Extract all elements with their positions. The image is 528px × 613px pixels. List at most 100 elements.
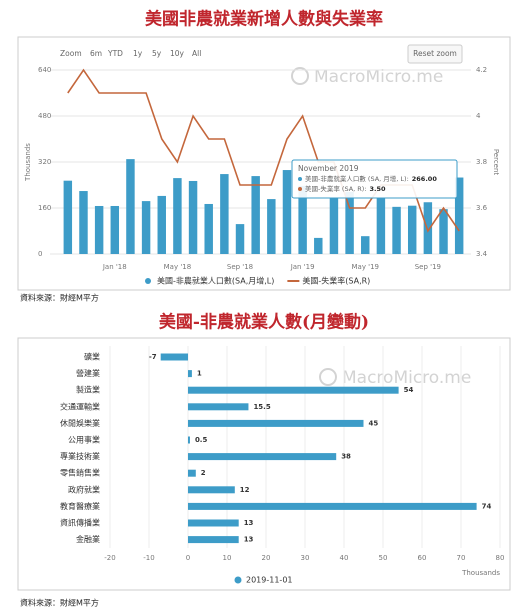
panel xyxy=(17,337,511,591)
y-tick-label: 480 xyxy=(38,112,51,120)
bar xyxy=(454,177,464,254)
y-axis-title: Thousands xyxy=(24,143,32,182)
legend-label: 2019-11-01 xyxy=(246,576,293,585)
x-tick-label: -20 xyxy=(104,554,115,562)
value-label: 38 xyxy=(341,453,351,461)
bar xyxy=(188,386,399,394)
x-tick-label: 0 xyxy=(186,554,190,562)
bar xyxy=(392,206,401,254)
x-tick-label: May '19 xyxy=(351,263,379,271)
reset-zoom-label[interactable]: Reset zoom xyxy=(413,49,457,58)
zoom-button[interactable]: 6m xyxy=(90,49,102,58)
value-label: 54 xyxy=(404,386,414,394)
y2-tick-label: 3.8 xyxy=(476,158,487,166)
y-tick-label: 交通運輸業 xyxy=(60,401,100,411)
y2-tick-label: 3.4 xyxy=(476,250,488,258)
bar xyxy=(79,191,88,254)
bar xyxy=(298,185,307,254)
bar xyxy=(188,180,198,254)
x-tick-label: May '18 xyxy=(164,263,192,271)
watermark: MacroMicro.me xyxy=(314,67,443,87)
tooltip-value: 266.00 xyxy=(412,175,438,183)
watermark-logo xyxy=(319,368,337,386)
y-tick-label: 礦業 xyxy=(84,352,100,362)
bar xyxy=(235,224,245,254)
zoom-button[interactable]: 10y xyxy=(170,49,185,58)
bar xyxy=(173,178,182,254)
bar xyxy=(188,486,235,494)
tooltip-title: November 2019 xyxy=(298,164,359,173)
bar xyxy=(423,202,433,254)
bar xyxy=(188,436,190,444)
value-label: 13 xyxy=(244,519,254,527)
bar xyxy=(188,453,337,461)
bar xyxy=(188,502,477,510)
x-tick-label: 30 xyxy=(301,554,310,562)
value-label: 0.5 xyxy=(195,436,208,444)
x-tick-label: Jan '19 xyxy=(290,263,315,271)
y-tick-label: 政府就業 xyxy=(68,484,100,494)
y-tick-label: 640 xyxy=(38,66,51,74)
bar xyxy=(345,191,354,254)
x-tick-label: -10 xyxy=(143,554,154,562)
bar xyxy=(188,519,239,527)
value-label: -7 xyxy=(149,353,157,361)
x-tick-label: Jan '18 xyxy=(102,263,127,271)
source: 資料來源：財經M平方 xyxy=(20,293,99,303)
chart-title: 美國-非農就業人數(月變動) xyxy=(159,312,369,333)
bar xyxy=(251,176,260,254)
x-tick-label: 60 xyxy=(418,554,427,562)
zoom-button[interactable]: YTD xyxy=(107,49,123,58)
legend-marker xyxy=(234,576,242,584)
bar xyxy=(282,170,292,254)
y-tick-label: 製造業 xyxy=(76,385,100,395)
bar xyxy=(361,236,370,254)
bar xyxy=(188,403,249,411)
legend-label: 美國-非農就業人口數(SA,月增,L) xyxy=(157,276,274,286)
reset-zoom-button[interactable] xyxy=(407,44,463,64)
zoom-button[interactable]: 5y xyxy=(152,49,162,58)
bar xyxy=(204,203,213,254)
tooltip-label: 美國-非農就業人口數 (SA, 月增, L): xyxy=(305,174,409,183)
bar xyxy=(188,469,196,477)
x-tick-label: 80 xyxy=(496,554,505,562)
value-label: 45 xyxy=(369,419,379,427)
bar xyxy=(141,201,151,254)
tooltip-marker xyxy=(298,187,302,191)
tooltip-label: 美國-失業率 (SA, R): xyxy=(305,184,367,193)
y-tick-label: 資訊傳播業 xyxy=(60,518,100,528)
y2-axis-title: Percent xyxy=(492,149,500,176)
legend-marker xyxy=(145,278,151,284)
bar xyxy=(94,205,104,254)
y2-tick-label: 4.2 xyxy=(476,66,487,74)
x-tick-label: 20 xyxy=(262,554,271,562)
y-tick-label: 教育醫療業 xyxy=(60,501,100,511)
bar xyxy=(63,180,73,254)
y-tick-label: 公用事業 xyxy=(68,435,100,445)
legend-label: 美國-失業率(SA,R) xyxy=(302,276,370,286)
value-label: 1 xyxy=(197,370,202,378)
x-tick-label: 10 xyxy=(223,554,232,562)
bar xyxy=(160,353,188,361)
bar xyxy=(329,197,339,254)
y2-tick-label: 4 xyxy=(476,112,481,120)
x-tick-label: 70 xyxy=(457,554,466,562)
zoom-button[interactable]: 1y xyxy=(133,49,143,58)
bar xyxy=(407,205,417,254)
zoom-button[interactable]: All xyxy=(192,49,201,58)
tooltip xyxy=(291,159,458,199)
bar xyxy=(126,159,135,254)
bar xyxy=(220,174,229,254)
value-label: 13 xyxy=(244,536,254,544)
value-label: 2 xyxy=(201,469,206,477)
x-tick-label: 40 xyxy=(340,554,349,562)
y-tick-label: 專業技術業 xyxy=(60,451,100,461)
y-tick-label: 營建業 xyxy=(76,368,100,378)
x-tick-label: 50 xyxy=(379,554,388,562)
value-label: 74 xyxy=(482,502,492,510)
y-tick-label: 金融業 xyxy=(76,534,100,544)
x-tick-label: Sep '19 xyxy=(415,263,441,271)
bar xyxy=(314,237,323,254)
x-axis-title: Thousands xyxy=(461,569,500,577)
